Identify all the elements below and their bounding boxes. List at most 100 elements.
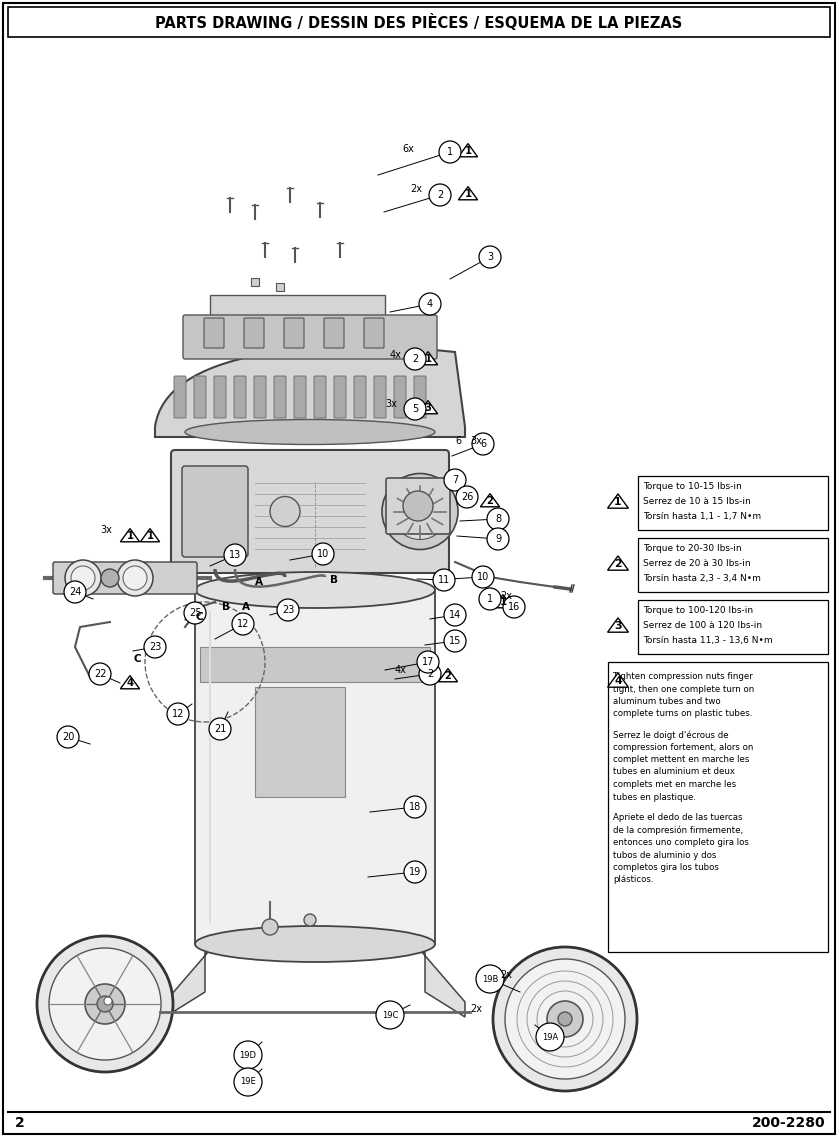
Polygon shape <box>608 673 628 687</box>
Text: 1: 1 <box>464 146 472 156</box>
Text: A: A <box>242 601 250 612</box>
Text: Serrez de 100 à 120 lbs-in: Serrez de 100 à 120 lbs-in <box>643 621 762 630</box>
Circle shape <box>376 1001 404 1029</box>
Text: 200-2280: 200-2280 <box>752 1117 825 1130</box>
Text: 19B: 19B <box>482 974 498 984</box>
Polygon shape <box>438 669 458 682</box>
Text: 3x: 3x <box>470 435 482 446</box>
Circle shape <box>444 630 466 652</box>
Text: 2: 2 <box>437 190 443 200</box>
Text: Serrez de 20 à 30 lbs-in: Serrez de 20 à 30 lbs-in <box>643 558 751 567</box>
Text: 1: 1 <box>127 531 133 541</box>
Circle shape <box>184 601 206 624</box>
FancyBboxPatch shape <box>414 376 426 418</box>
Ellipse shape <box>185 420 435 445</box>
Text: 18: 18 <box>409 802 422 812</box>
Circle shape <box>85 984 125 1024</box>
Text: 17: 17 <box>422 657 434 667</box>
Circle shape <box>312 543 334 565</box>
Circle shape <box>419 293 441 315</box>
Text: 19D: 19D <box>240 1051 256 1060</box>
Text: 2: 2 <box>15 1117 25 1130</box>
Text: 4x: 4x <box>390 350 402 360</box>
Text: 20: 20 <box>62 732 75 742</box>
Circle shape <box>419 663 441 684</box>
Circle shape <box>71 566 95 590</box>
Text: Serrez le doigt d'écrous de: Serrez le doigt d'écrous de <box>613 730 728 739</box>
Circle shape <box>64 581 86 603</box>
Polygon shape <box>458 186 478 200</box>
Text: 3: 3 <box>487 252 493 262</box>
FancyBboxPatch shape <box>608 662 828 952</box>
Text: de la compresión firmemente,: de la compresión firmemente, <box>613 825 743 835</box>
Text: 16: 16 <box>508 601 520 612</box>
FancyBboxPatch shape <box>194 376 206 418</box>
Text: 1: 1 <box>147 531 153 541</box>
Text: 10: 10 <box>317 549 329 559</box>
Circle shape <box>404 796 426 818</box>
Text: 2: 2 <box>427 669 433 679</box>
Text: 2x: 2x <box>500 591 512 601</box>
Text: 1: 1 <box>499 597 506 607</box>
Text: Torque to 10-15 lbs-in: Torque to 10-15 lbs-in <box>643 481 742 490</box>
Circle shape <box>503 596 525 619</box>
Polygon shape <box>494 595 513 608</box>
Text: Torsín hasta 1,1 - 1,7 N•m: Torsín hasta 1,1 - 1,7 N•m <box>643 512 761 521</box>
FancyBboxPatch shape <box>294 376 306 418</box>
Text: 1: 1 <box>487 594 493 604</box>
FancyBboxPatch shape <box>3 3 835 1134</box>
Text: 1: 1 <box>424 354 432 364</box>
FancyBboxPatch shape <box>53 562 197 594</box>
Circle shape <box>487 528 509 550</box>
Ellipse shape <box>270 497 300 526</box>
FancyBboxPatch shape <box>324 318 344 348</box>
Circle shape <box>89 663 111 684</box>
Text: 1: 1 <box>614 497 622 507</box>
Text: 3x: 3x <box>100 525 112 536</box>
Text: complets met en marche les: complets met en marche les <box>613 780 737 789</box>
Circle shape <box>167 703 189 725</box>
FancyBboxPatch shape <box>214 376 226 418</box>
Circle shape <box>262 919 278 935</box>
Text: 4: 4 <box>127 678 133 688</box>
Text: 21: 21 <box>214 724 226 735</box>
Polygon shape <box>458 143 478 157</box>
Text: 8: 8 <box>495 514 501 524</box>
Text: 6: 6 <box>480 439 486 449</box>
Circle shape <box>433 568 455 591</box>
Text: tubos de aluminio y dos: tubos de aluminio y dos <box>613 850 716 860</box>
Text: tubes en plastique.: tubes en plastique. <box>613 792 696 802</box>
Circle shape <box>487 508 509 530</box>
FancyBboxPatch shape <box>183 315 437 359</box>
FancyBboxPatch shape <box>354 376 366 418</box>
Circle shape <box>417 652 439 673</box>
FancyBboxPatch shape <box>638 538 828 592</box>
Circle shape <box>277 599 299 621</box>
Text: 25: 25 <box>189 608 201 619</box>
Ellipse shape <box>195 572 435 608</box>
FancyBboxPatch shape <box>174 376 186 418</box>
Circle shape <box>404 398 426 420</box>
Text: aluminum tubes and two: aluminum tubes and two <box>613 697 721 706</box>
FancyBboxPatch shape <box>255 687 345 797</box>
Circle shape <box>234 1041 262 1069</box>
Polygon shape <box>608 493 628 508</box>
FancyBboxPatch shape <box>251 279 259 287</box>
Text: 4x: 4x <box>395 665 407 675</box>
Circle shape <box>404 861 426 883</box>
Text: plásticos.: plásticos. <box>613 875 654 885</box>
Circle shape <box>209 717 231 740</box>
Text: 3: 3 <box>614 621 622 631</box>
Circle shape <box>382 473 458 549</box>
Polygon shape <box>418 400 437 414</box>
Text: 22: 22 <box>94 669 106 679</box>
Text: Torsín hasta 2,3 - 3,4 N•m: Torsín hasta 2,3 - 3,4 N•m <box>643 573 761 582</box>
Circle shape <box>412 504 428 520</box>
Text: Tighten compression nuts finger: Tighten compression nuts finger <box>613 672 753 681</box>
FancyBboxPatch shape <box>314 376 326 418</box>
Circle shape <box>505 958 625 1079</box>
Text: 4: 4 <box>427 299 433 309</box>
Text: 19A: 19A <box>542 1032 558 1041</box>
FancyBboxPatch shape <box>244 318 264 348</box>
Text: compression fortement, alors on: compression fortement, alors on <box>613 742 753 752</box>
